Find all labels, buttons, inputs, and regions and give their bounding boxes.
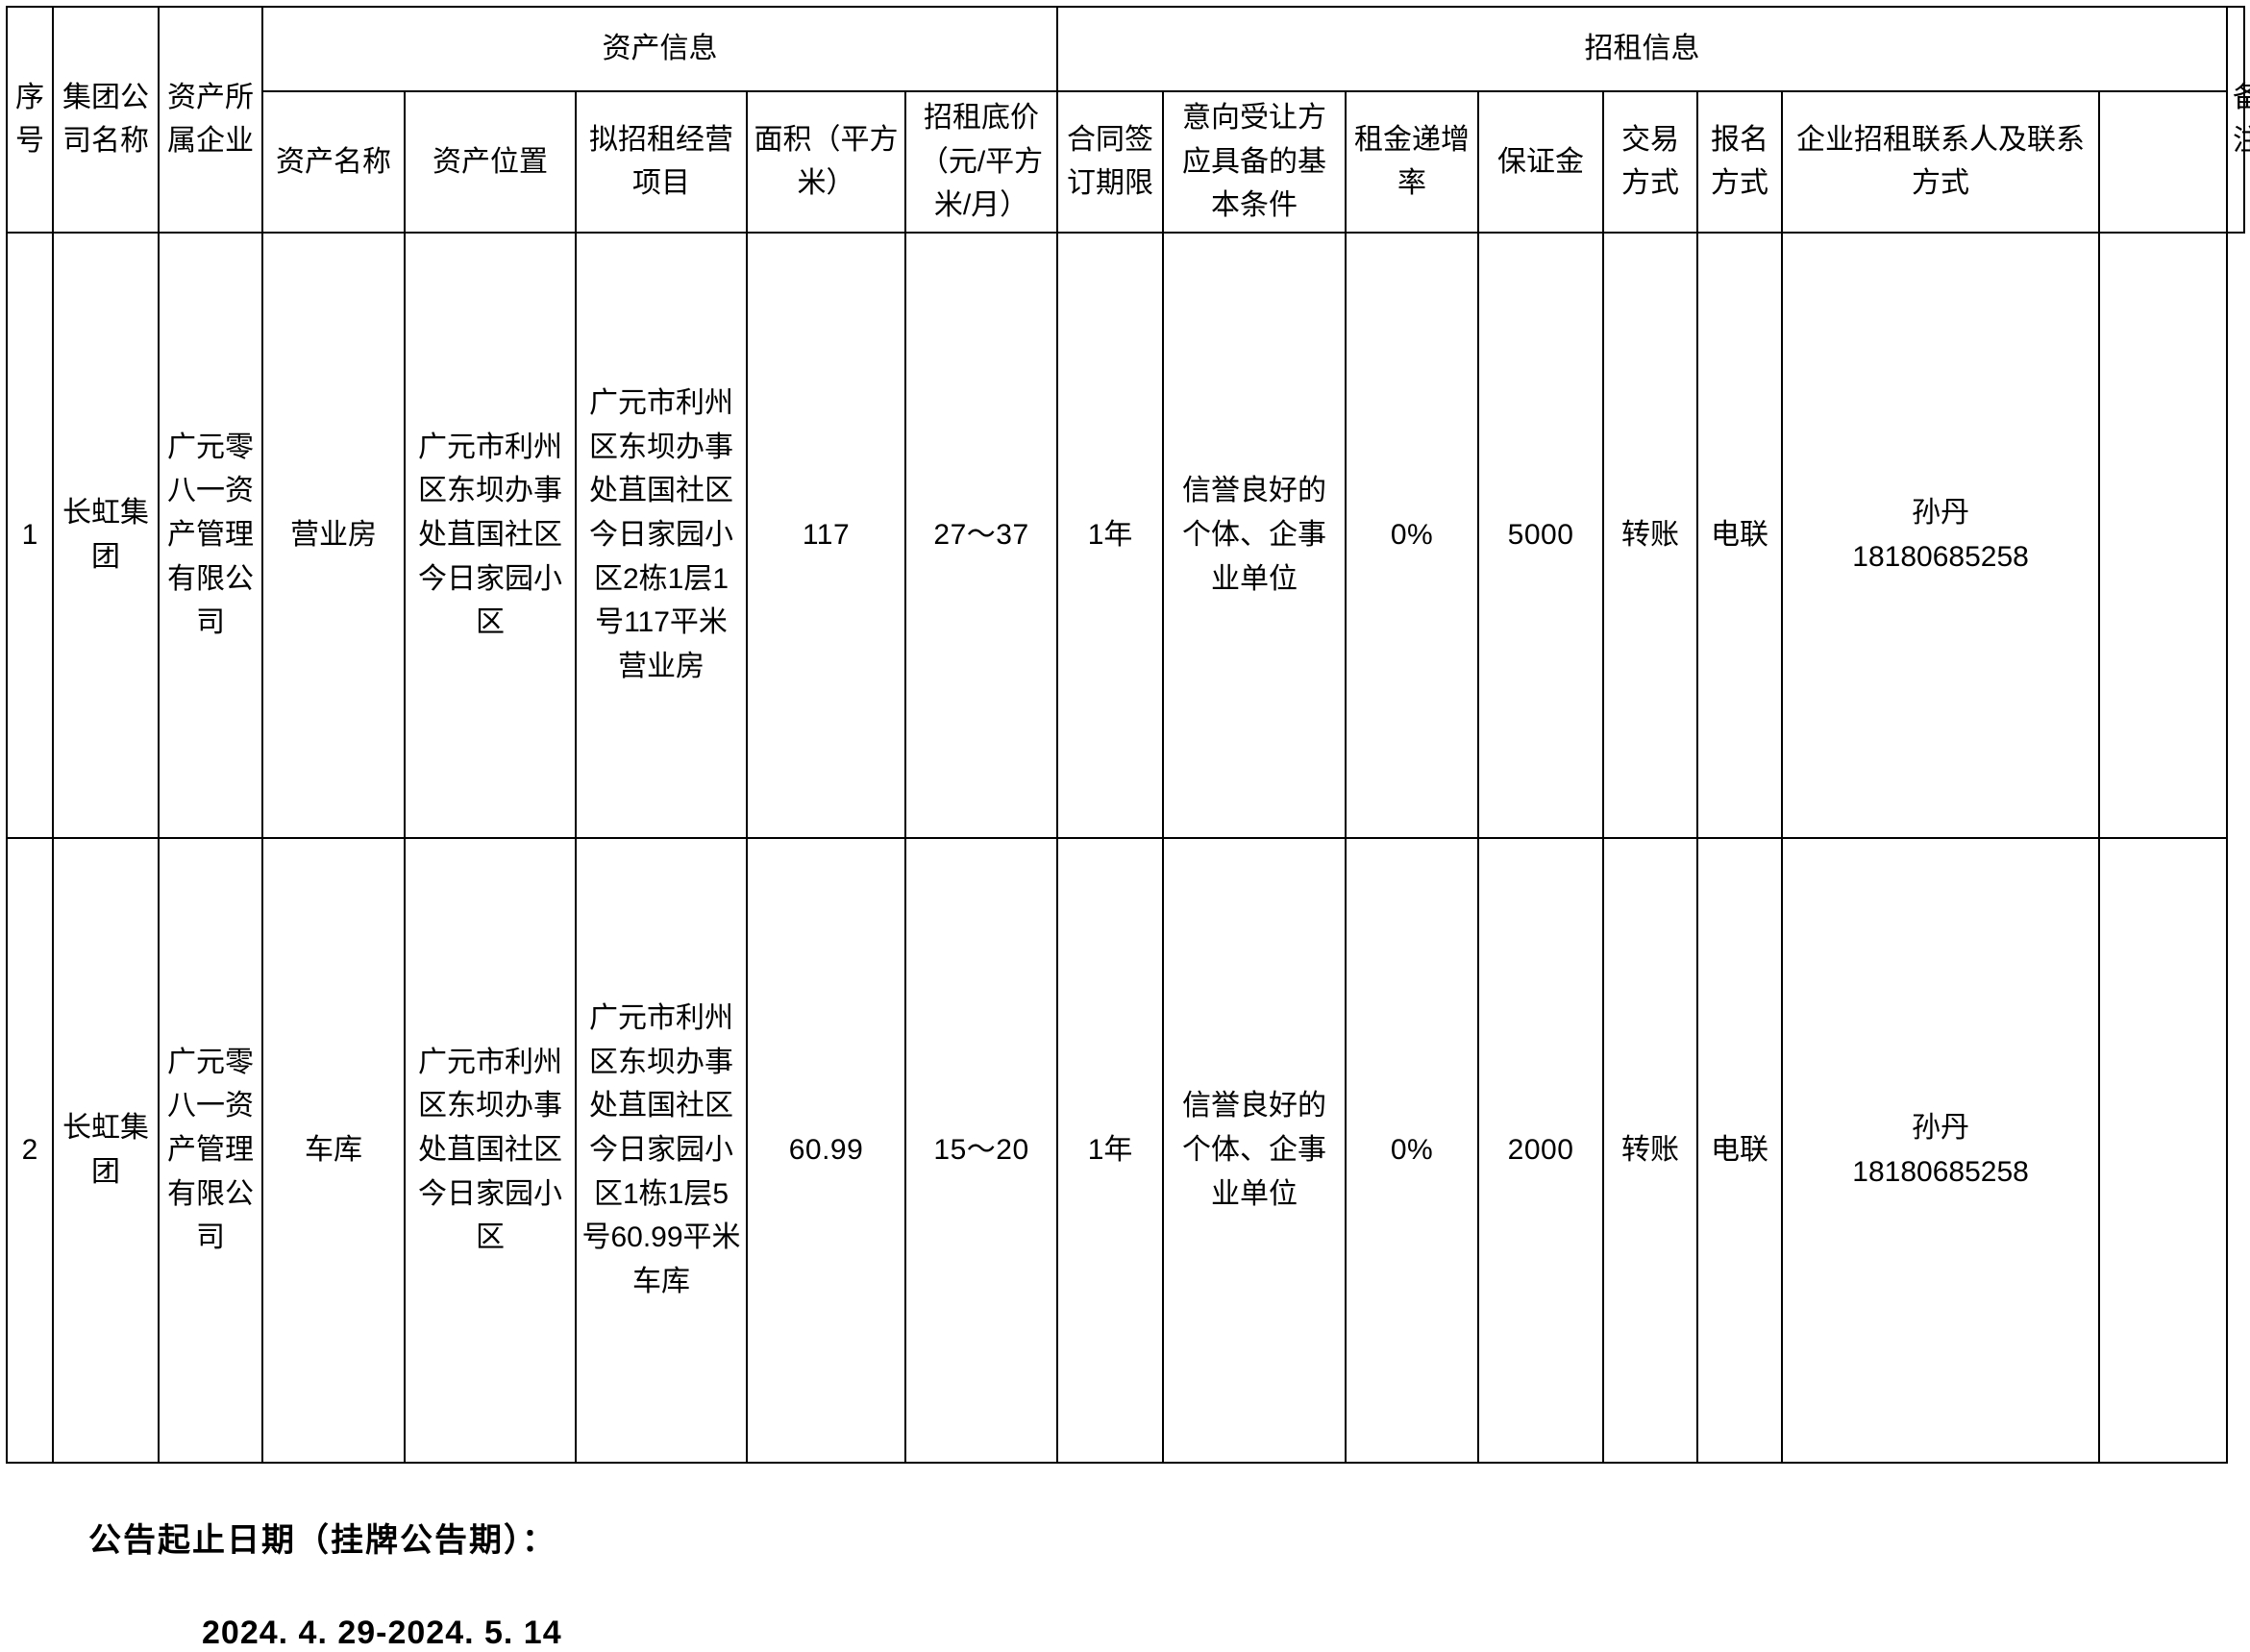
table-header: 序号 集团公司名称 资产所属企业 资产信息 招租信息 备注 资产名称 资产位置 …	[6, 6, 2250, 234]
cell-conditions: 信誉良好的个体、企事业单位	[1162, 836, 1348, 1464]
contact-person-phone: 18180685258	[1852, 1155, 2029, 1188]
header-cell-term: 合同签订期限	[1056, 90, 1165, 234]
header-cell-owner: 资产所属企业	[158, 6, 263, 234]
cell-asset-location: 广元市利州区东坝办事处苴国社区今日家园小区	[404, 231, 577, 839]
cell-contact: 孙丹 18180685258	[1781, 836, 2101, 1464]
sub-header-row: 资产名称 资产位置 拟招租经营项目 面积（平方米） 招租底价（元/平方米/月） …	[7, 90, 2244, 234]
cell-deposit: 5000	[1477, 231, 1605, 839]
cell-serial: 1	[6, 231, 54, 839]
cell-area: 60.99	[746, 836, 906, 1464]
announcement-page: 序号 集团公司名称 资产所属企业 资产信息 招租信息 备注 资产名称 资产位置 …	[0, 6, 2250, 1651]
header-cell-deposit: 保证金	[1477, 90, 1605, 234]
cell-biz-project: 广元市利州区东坝办事处苴国社区今日家园小区1栋1层5号60.99平米车库	[575, 836, 748, 1464]
cell-trade-mode: 转账	[1602, 231, 1699, 839]
cell-asset-name: 车库	[261, 836, 406, 1464]
cell-remark	[2098, 231, 2229, 839]
cell-increase-rate: 0%	[1345, 836, 1480, 1464]
cell-signup-mode: 电联	[1696, 231, 1784, 839]
header-cell-group-name: 集团公司名称	[52, 6, 160, 234]
header-cell-asset-name: 资产名称	[261, 90, 406, 234]
header-cell-asset-location: 资产位置	[404, 90, 577, 234]
contact-person-name: 孙丹	[1912, 1112, 1970, 1145]
contact-person-name: 孙丹	[1912, 497, 1970, 530]
cell-group-name: 长虹集团	[52, 231, 160, 839]
table-body: 1 长虹集团 广元零八一资产管理有限公司 营业房 广元市利州区东坝办事处苴国社区…	[6, 231, 2244, 1464]
asset-rental-table: 序号 集团公司名称 资产所属企业 资产信息 招租信息 备注 资产名称 资产位置 …	[6, 6, 2250, 1464]
cell-conditions: 信誉良好的个体、企事业单位	[1162, 231, 1348, 839]
cell-owner: 广元零八一资产管理有限公司	[158, 231, 263, 839]
header-cell-signup-mode: 报名方式	[1696, 90, 1784, 234]
header-cell-conditions: 意向受让方应具备的基本条件	[1162, 90, 1348, 234]
cell-base-price: 15～20	[903, 836, 1059, 1464]
cell-group-name: 长虹集团	[52, 836, 160, 1464]
header-cell-remark: 备注	[2226, 6, 2250, 234]
table-row: 2 长虹集团 广元零八一资产管理有限公司 车库 广元市利州区东坝办事处苴国社区今…	[6, 836, 2244, 1464]
cell-serial: 2	[6, 836, 54, 1464]
cell-biz-project: 广元市利州区东坝办事处苴国社区今日家园小区2栋1层1号117平米营业房	[575, 231, 748, 839]
cell-contact: 孙丹 18180685258	[1781, 231, 2101, 839]
cell-term: 1年	[1056, 231, 1165, 839]
header-cell-contact: 企业招租联系人及联系方式	[1781, 90, 2101, 234]
cell-asset-location: 广元市利州区东坝办事处苴国社区今日家园小区	[404, 836, 577, 1464]
header-cell-area: 面积（平方米）	[746, 90, 906, 234]
cell-trade-mode: 转账	[1602, 836, 1699, 1464]
footer-block: 公告起止日期（挂牌公告期）： 2024. 4. 29-2024. 5. 14	[88, 1514, 2250, 1652]
cell-increase-rate: 0%	[1345, 231, 1480, 839]
cell-deposit: 2000	[1477, 836, 1605, 1464]
contact-person-phone: 18180685258	[1852, 540, 2029, 573]
cell-owner: 广元零八一资产管理有限公司	[158, 836, 263, 1464]
header-cell-serial: 序号	[6, 6, 54, 234]
header-cell-increase-rate: 租金递增率	[1345, 90, 1480, 234]
group-header-row: 序号 集团公司名称 资产所属企业 资产信息 招租信息 备注	[6, 6, 2250, 234]
header-cell-trade-mode: 交易方式	[1602, 90, 1699, 234]
cell-remark	[2098, 836, 2229, 1464]
group-header-rental-info: 招租信息	[1056, 6, 2229, 92]
group-header-asset-info: 资产信息	[260, 6, 1059, 92]
cell-signup-mode: 电联	[1696, 836, 1784, 1464]
announcement-period-dates: 2024. 4. 29-2024. 5. 14	[202, 1614, 562, 1651]
header-cell-biz-project: 拟招租经营项目	[575, 90, 748, 234]
cell-area: 117	[746, 231, 906, 839]
table-row: 1 长虹集团 广元零八一资产管理有限公司 营业房 广元市利州区东坝办事处苴国社区…	[6, 231, 2244, 839]
cell-term: 1年	[1056, 836, 1165, 1464]
cell-base-price: 27～37	[903, 231, 1059, 839]
cell-asset-name: 营业房	[261, 231, 406, 839]
announcement-period-label: 公告起止日期（挂牌公告期）：	[88, 1521, 556, 1559]
header-cell-base-price: 招租底价（元/平方米/月）	[903, 90, 1059, 234]
